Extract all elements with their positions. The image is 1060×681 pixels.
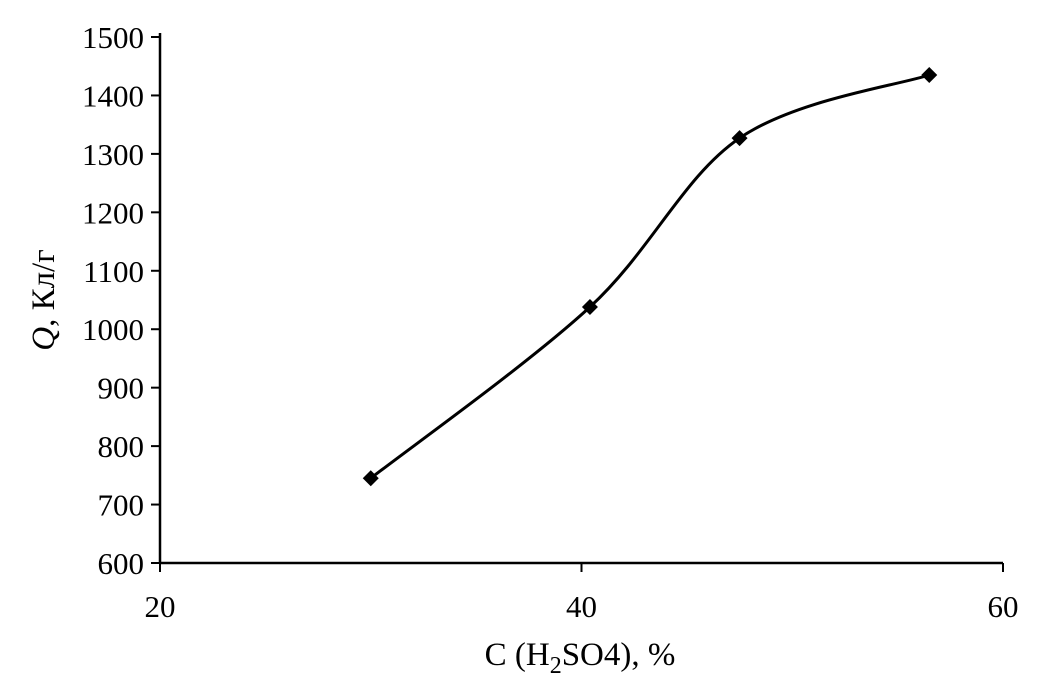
y-axis-label: Q, Кл/г bbox=[26, 249, 62, 351]
y-tick-label: 1500 bbox=[82, 20, 144, 55]
x-axis-label: C (H2SO4), % bbox=[485, 637, 676, 679]
data-point-marker bbox=[581, 299, 598, 316]
axes: 600 700 800 900 1000 1100 1200 1300 1400 1500 20 40… bbox=[82, 20, 1019, 624]
x-tick-label: 60 bbox=[988, 589, 1019, 624]
y-tick-label: 800 bbox=[98, 429, 145, 464]
data-point-marker bbox=[921, 66, 938, 83]
y-tick-label: 600 bbox=[98, 546, 145, 581]
series-line bbox=[369, 73, 930, 480]
y-tick-label: 1100 bbox=[83, 254, 144, 289]
y-tick-label: 1400 bbox=[82, 78, 144, 113]
data-point-marker bbox=[362, 470, 379, 487]
y-tick-label: 1300 bbox=[82, 137, 144, 172]
x-tick-label: 20 bbox=[145, 589, 176, 624]
y-tick-label: 1000 bbox=[82, 312, 144, 347]
series-marks bbox=[362, 66, 938, 487]
y-tick-label: 700 bbox=[98, 488, 145, 523]
y-tick-label: 900 bbox=[98, 371, 145, 406]
y-tick-label: 1200 bbox=[82, 195, 144, 230]
x-tick-label: 40 bbox=[566, 589, 597, 624]
data-point-marker bbox=[731, 130, 748, 147]
